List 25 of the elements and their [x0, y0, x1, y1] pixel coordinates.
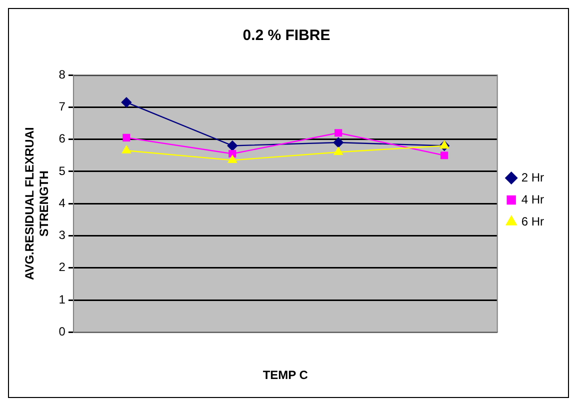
y-tick-label: 0: [58, 324, 66, 339]
point: [227, 140, 238, 151]
y-tick-label: 3: [58, 228, 66, 242]
legend-label: 2 Hr: [521, 170, 544, 184]
y-tick-label: 2: [58, 260, 66, 274]
point: [334, 147, 343, 156]
point: [228, 150, 236, 158]
point: [122, 145, 131, 154]
chart-title: 0.2 % FIBRE: [242, 27, 330, 44]
y-tick-label: 5: [58, 164, 66, 178]
point: [333, 137, 344, 148]
legend-label: 4 Hr: [521, 192, 544, 206]
point: [334, 129, 342, 137]
y-tick-label: 7: [58, 99, 66, 114]
legend-label: 6 Hr: [521, 214, 544, 228]
y-axis-title: AVG.RESIDUAL FLEXRUAI STRENGTH: [22, 127, 51, 280]
point: [121, 97, 132, 108]
point: [440, 152, 448, 160]
y-tick-label: 1: [58, 292, 66, 306]
point: [122, 134, 130, 142]
x-axis-title: TEMP C: [262, 368, 308, 382]
y-tick-label: 8: [58, 67, 66, 82]
y-tick-label: 6: [58, 132, 66, 146]
point: [228, 155, 237, 164]
y-tick-label: 4: [58, 196, 66, 210]
